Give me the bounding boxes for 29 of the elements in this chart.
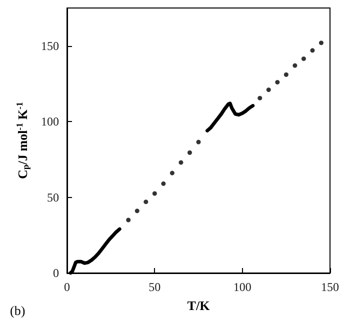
point xyxy=(284,72,288,77)
x-tick-label: 50 xyxy=(148,280,161,294)
point xyxy=(310,48,315,53)
y-axis-title: Cp/J mol-1 K-1 xyxy=(14,101,31,180)
x-tick-label: 100 xyxy=(233,280,252,294)
point xyxy=(152,191,157,196)
point xyxy=(275,80,280,84)
point xyxy=(170,170,174,176)
line-series xyxy=(206,102,255,132)
y-tick-label: 150 xyxy=(41,38,59,53)
x-axis-title: T/K xyxy=(187,298,211,313)
point xyxy=(318,40,324,46)
x-tick-label: 0 xyxy=(64,280,70,294)
point xyxy=(161,181,166,186)
point xyxy=(258,96,262,100)
y-tick-label: 100 xyxy=(41,114,59,129)
point xyxy=(266,88,271,92)
point xyxy=(187,150,192,155)
x-tick-label: 150 xyxy=(321,280,339,294)
point xyxy=(196,140,201,144)
point xyxy=(178,160,184,165)
point xyxy=(292,63,298,68)
y-tick-label: 50 xyxy=(47,190,59,204)
point xyxy=(144,200,148,204)
point xyxy=(126,218,131,222)
point xyxy=(134,208,140,214)
point xyxy=(301,56,306,61)
text: (b) xyxy=(10,303,26,318)
y-tick-label: 0 xyxy=(53,266,59,280)
